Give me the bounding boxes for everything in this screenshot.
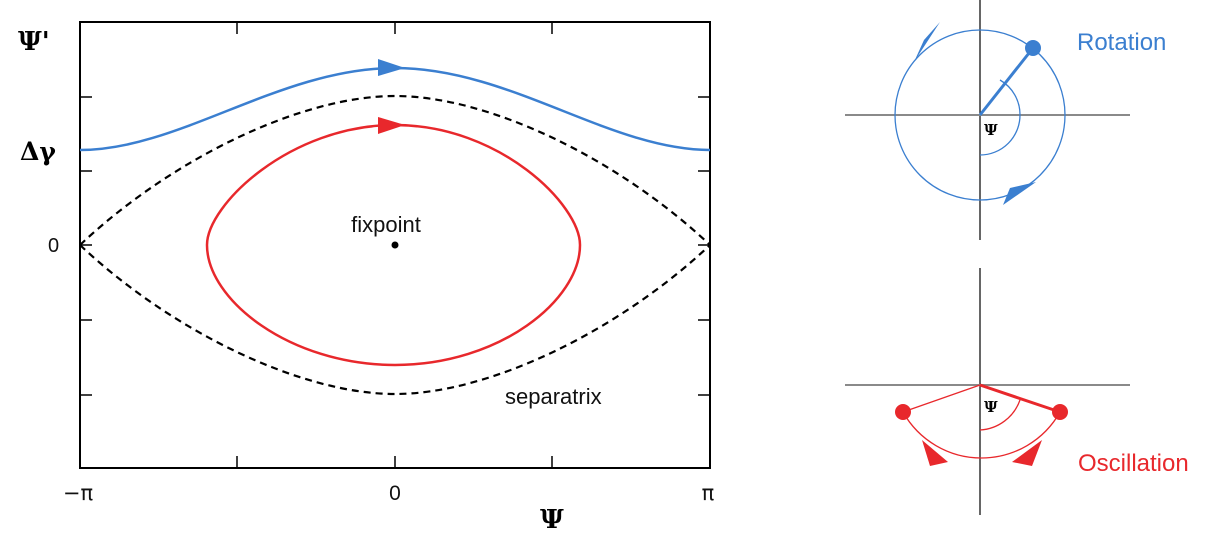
oscillation-title: Oscillation xyxy=(1078,450,1189,477)
x-ticks xyxy=(236,22,553,468)
oscillation-right-rod xyxy=(979,383,1061,414)
rotation-diagram: Ψ Rotation xyxy=(845,0,1166,240)
rotation-arrow-bottom-icon xyxy=(1003,182,1036,205)
rotation-trajectory xyxy=(79,66,711,152)
oscillation-trajectory-arrow xyxy=(378,117,405,134)
rotation-angle-arc xyxy=(999,79,1021,116)
y-zero-label: 0 xyxy=(48,235,59,257)
oscillation-angle-label: Ψ xyxy=(984,398,998,416)
rotation-arrow-top-icon xyxy=(914,22,940,62)
x-tick-label-zero: 0 xyxy=(389,482,401,505)
separatrix-lower-curve xyxy=(79,244,711,396)
oscillation-right-bob xyxy=(1052,404,1068,420)
delta-gamma-label: Δγ xyxy=(20,137,56,166)
rotation-angle-label: Ψ xyxy=(984,121,998,139)
oscillation-angle-arc xyxy=(979,399,1021,431)
oscillation-swing-arc xyxy=(902,411,1061,459)
x-tick-label-pi: π xyxy=(702,481,715,505)
rotation-angle-arc-inner xyxy=(979,114,1021,156)
fixpoint-dot xyxy=(391,241,399,249)
y-axis-label: Ψ' xyxy=(18,27,50,57)
separatrix-label: separatrix xyxy=(505,384,602,409)
phase-plot: fixpoint separatrix Ψ' Δγ 0 −π 0 π Ψ xyxy=(18,21,715,533)
separatrix-upper-curve xyxy=(79,94,711,246)
x-axis-label: Ψ xyxy=(540,505,564,533)
oscillation-arrow-left-icon xyxy=(922,440,948,466)
rotation-circle xyxy=(894,29,1066,201)
x-tick-label-neg-pi: −π xyxy=(63,481,94,505)
rotation-trajectory-arrow xyxy=(378,59,405,76)
fixpoint-label: fixpoint xyxy=(351,212,421,237)
oscillation-trajectory xyxy=(205,123,582,367)
oscillation-diagram: Ψ Oscillation xyxy=(845,268,1189,515)
oscillation-arrow-right-icon xyxy=(1012,440,1042,466)
rotation-pendulum-rod xyxy=(978,47,1035,116)
rotation-pendulum-bob xyxy=(1025,40,1041,56)
oscillation-left-rod xyxy=(902,384,981,413)
y-ticks xyxy=(80,96,710,396)
oscillation-left-bob xyxy=(895,404,911,420)
rotation-title: Rotation xyxy=(1077,29,1166,56)
